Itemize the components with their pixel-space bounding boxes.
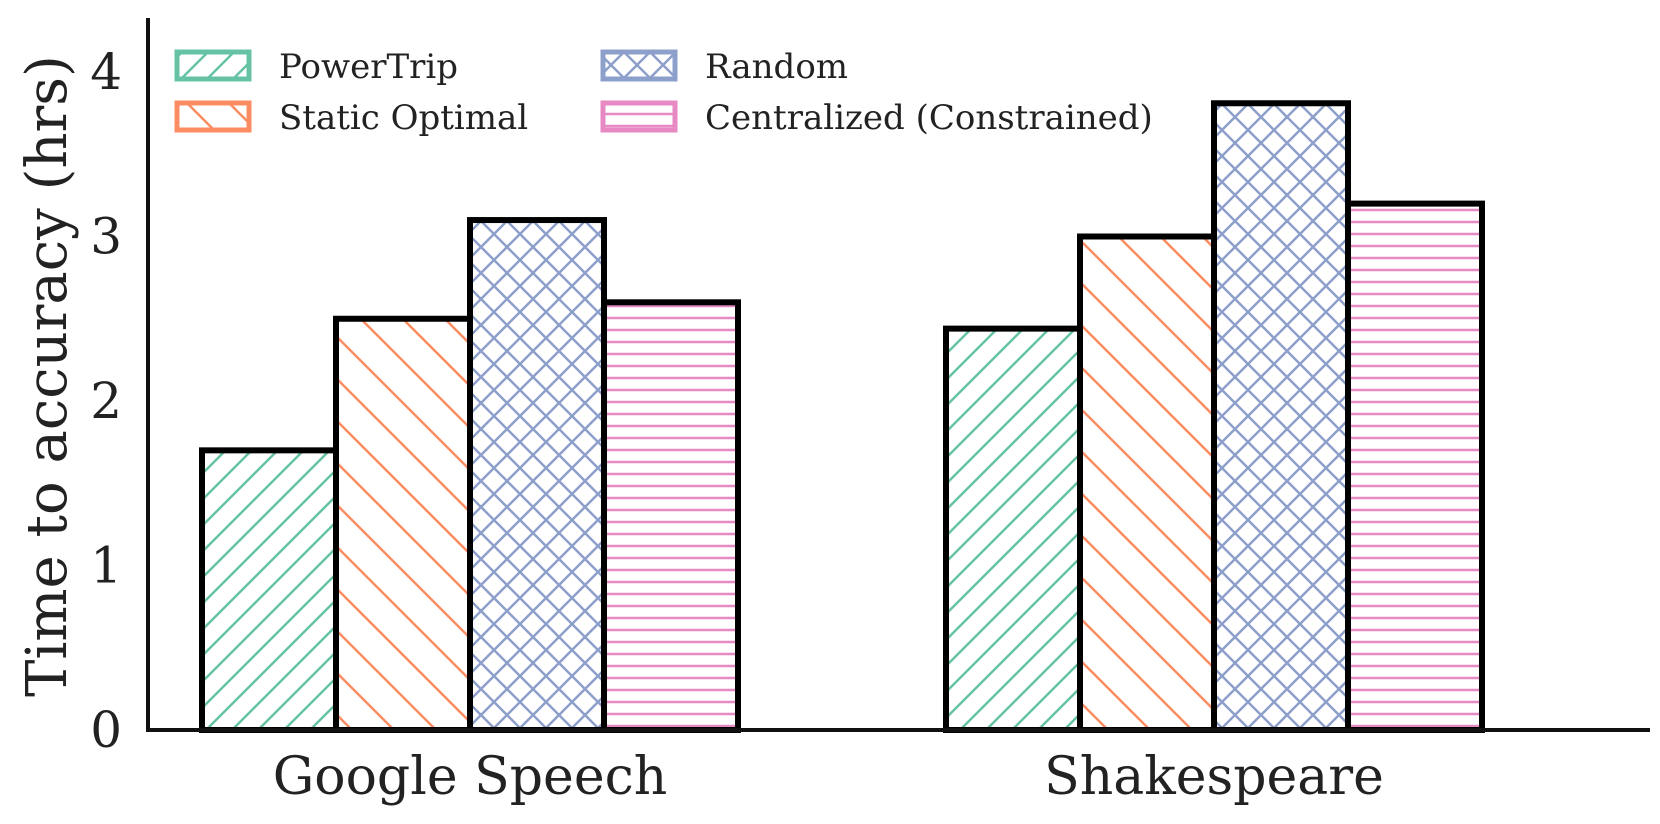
bar-shakespeare-centralized-constrained — [1345, 200, 1485, 734]
y-tick-label: 3 — [90, 208, 122, 266]
legend-swatch-powertrip — [174, 49, 252, 82]
legend-item-random: Random — [600, 47, 848, 87]
legend-swatch-static-optimal — [174, 100, 252, 133]
bar-google-speech-centralized-constrained — [601, 299, 741, 733]
bar-shakespeare-powertrip — [943, 325, 1083, 733]
legend-label-centralized-constrained: Centralized (Constrained) — [705, 98, 1153, 138]
legend: PowerTrip Static Optimal Random Centralized… — [174, 47, 1153, 138]
legend-label-random: Random — [705, 47, 848, 87]
legend-swatch-centralized-constrained — [600, 100, 678, 133]
bar-shakespeare-static-optimal — [1077, 233, 1217, 733]
x-category-labels: Google Speech Shakespeare — [273, 747, 1384, 807]
legend-swatch-random — [600, 49, 678, 82]
x-category-label-shakespeare: Shakespeare — [1044, 747, 1384, 807]
y-tick-label: 0 — [90, 701, 122, 759]
y-tick-label: 4 — [90, 43, 122, 101]
bar-shakespeare-random — [1211, 100, 1351, 733]
y-tick-labels: 0 1 2 3 4 — [90, 43, 122, 759]
x-category-label-google-speech: Google Speech — [273, 747, 667, 807]
y-tick-label: 1 — [90, 537, 122, 595]
bars-layer — [199, 100, 1485, 734]
y-axis-title: Time to accuracy (hrs) — [15, 55, 80, 697]
y-tick-label: 2 — [90, 372, 122, 430]
bar-google-speech-powertrip — [199, 447, 339, 733]
bar-google-speech-random — [467, 217, 607, 734]
legend-label-static-optimal: Static Optimal — [279, 98, 528, 138]
bar-google-speech-static-optimal — [333, 315, 473, 733]
axes — [146, 18, 1650, 732]
legend-item-powertrip: PowerTrip — [174, 47, 458, 87]
legend-item-centralized-constrained: Centralized (Constrained) — [600, 98, 1153, 138]
legend-item-static-optimal: Static Optimal — [174, 98, 528, 138]
legend-label-powertrip: PowerTrip — [279, 47, 458, 87]
